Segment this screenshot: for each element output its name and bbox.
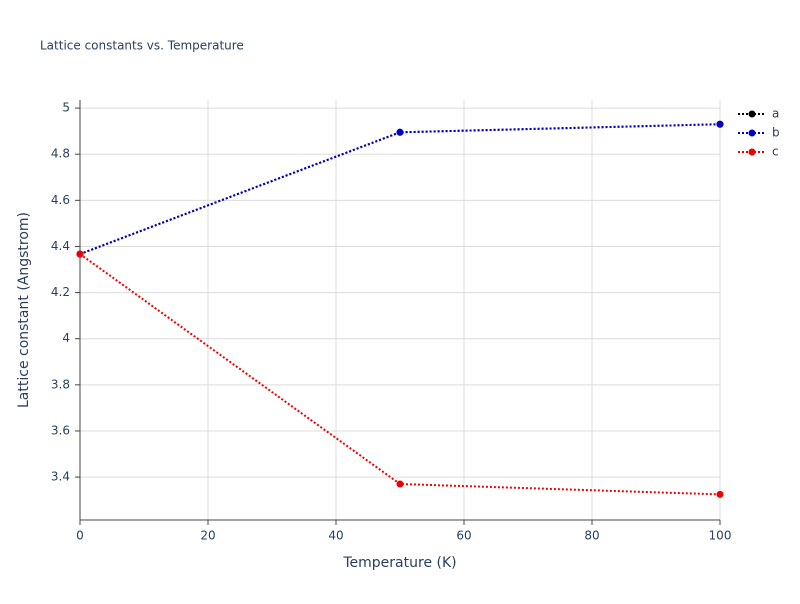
x-tick-label: 20 xyxy=(200,529,215,543)
series-line xyxy=(79,123,721,256)
y-tick-label: 5 xyxy=(62,101,70,115)
y-tick-label: 4.8 xyxy=(51,147,70,161)
chart-title: Lattice constants vs. Temperature xyxy=(40,39,244,53)
y-tick-label: 4.6 xyxy=(51,193,70,207)
legend-marker xyxy=(748,110,756,118)
data-point xyxy=(716,490,724,498)
x-tick-label: 80 xyxy=(584,529,599,543)
data-point xyxy=(76,250,84,258)
series-line xyxy=(79,123,721,256)
data-point xyxy=(396,480,404,488)
y-tick-label: 3.8 xyxy=(51,377,70,391)
y-tick-label: 4.4 xyxy=(51,239,70,253)
y-tick-label: 3.4 xyxy=(51,470,70,484)
legend-label: b xyxy=(772,126,780,140)
legend-marker xyxy=(748,129,756,137)
y-axis-label: Lattice constant (Angstrom) xyxy=(16,212,32,408)
x-tick-label: 100 xyxy=(709,529,732,543)
x-tick-label: 60 xyxy=(456,529,471,543)
legend-label: c xyxy=(772,145,779,159)
data-point xyxy=(396,128,404,136)
y-tick-label: 3.6 xyxy=(51,423,70,437)
legend-marker xyxy=(748,148,756,156)
data-point xyxy=(716,120,724,128)
x-tick-label: 0 xyxy=(76,529,84,543)
x-tick-label: 40 xyxy=(328,529,343,543)
y-tick-label: 4.2 xyxy=(51,285,70,299)
series-line xyxy=(79,253,721,496)
x-axis-label: Temperature (K) xyxy=(342,555,456,571)
y-tick-label: 4 xyxy=(62,331,70,345)
legend-label: a xyxy=(772,107,779,121)
